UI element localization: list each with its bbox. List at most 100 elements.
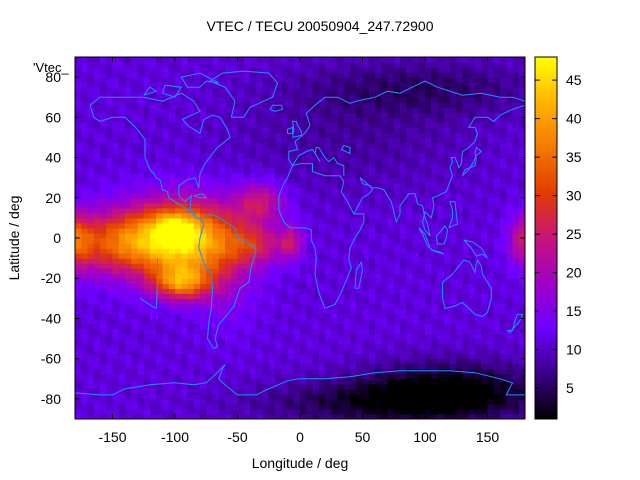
- heatmap-cell: [306, 278, 314, 284]
- heatmap-cell: [118, 222, 126, 229]
- heatmap-cell: [81, 288, 89, 294]
- heatmap-cell: [400, 182, 407, 189]
- heatmap-cell: [368, 248, 376, 254]
- heatmap-cell: [231, 328, 239, 335]
- heatmap-cell: [75, 217, 82, 224]
- heatmap-cell: [81, 147, 89, 154]
- heatmap-cell: [475, 72, 482, 78]
- heatmap-cell: [175, 293, 182, 299]
- heatmap-cell: [81, 157, 89, 164]
- heatmap-cell: [281, 283, 289, 289]
- heatmap-cell: [200, 192, 207, 199]
- heatmap-cell: [225, 323, 232, 330]
- heatmap-cell: [450, 413, 457, 419]
- heatmap-cell: [175, 217, 182, 224]
- heatmap-cell: [450, 142, 457, 149]
- heatmap-cell: [468, 353, 476, 360]
- heatmap-cell: [237, 263, 245, 269]
- heatmap-cell: [181, 313, 189, 320]
- heatmap-cell: [325, 358, 332, 365]
- heatmap-cell: [137, 363, 145, 370]
- heatmap-cell: [262, 373, 270, 380]
- heatmap-cell: [350, 157, 357, 164]
- heatmap-cell: [81, 207, 89, 214]
- heatmap-cell: [256, 227, 264, 234]
- heatmap-cell: [100, 403, 107, 410]
- heatmap-cell: [168, 207, 176, 214]
- heatmap-cell: [387, 107, 395, 113]
- heatmap-cell: [200, 202, 207, 209]
- heatmap-cell: [187, 167, 195, 174]
- heatmap-cell: [181, 227, 189, 234]
- heatmap-cell: [331, 393, 339, 400]
- heatmap-cell: [306, 408, 314, 415]
- heatmap-cell: [431, 263, 439, 269]
- heatmap-cell: [300, 112, 307, 118]
- heatmap-cell: [81, 87, 89, 93]
- heatmap-cell: [87, 117, 95, 123]
- heatmap-cell: [231, 313, 239, 320]
- heatmap-cell: [375, 378, 382, 385]
- heatmap-cell: [256, 278, 264, 284]
- heatmap-cell: [306, 373, 314, 380]
- heatmap-cell: [343, 323, 351, 330]
- heatmap-cell: [256, 408, 264, 415]
- heatmap-cell: [437, 57, 445, 63]
- heatmap-cell: [293, 107, 301, 113]
- heatmap-cell: [75, 293, 82, 299]
- heatmap-cell: [243, 107, 251, 113]
- heatmap-cell: [431, 253, 439, 259]
- heatmap-cell: [437, 313, 445, 320]
- heatmap-cell: [231, 343, 239, 350]
- heatmap-cell: [425, 413, 432, 419]
- heatmap-cell: [225, 413, 232, 419]
- heatmap-cell: [237, 393, 245, 400]
- heatmap-cell: [287, 127, 295, 134]
- heatmap-cell: [431, 77, 439, 83]
- heatmap-cell: [425, 232, 432, 239]
- heatmap-cell: [450, 207, 457, 214]
- heatmap-cell: [268, 157, 276, 164]
- heatmap-cell: [212, 162, 220, 169]
- heatmap-cell: [231, 383, 239, 390]
- heatmap-cell: [287, 343, 295, 350]
- heatmap-cell: [337, 172, 345, 179]
- heatmap-cell: [431, 413, 439, 419]
- heatmap-cell: [281, 268, 289, 274]
- heatmap-cell: [156, 318, 164, 325]
- heatmap-cell: [112, 253, 120, 259]
- heatmap-cell: [356, 278, 364, 284]
- heatmap-cell: [406, 268, 414, 274]
- heatmap-cell: [481, 57, 489, 63]
- heatmap-cell: [106, 318, 114, 325]
- heatmap-cell: [312, 378, 320, 385]
- heatmap-cell: [437, 363, 445, 370]
- heatmap-cell: [500, 112, 507, 118]
- heatmap-cell: [150, 408, 157, 415]
- heatmap-cell: [325, 363, 332, 370]
- heatmap-cell: [468, 72, 476, 78]
- heatmap-cell: [231, 212, 239, 219]
- heatmap-cell: [325, 403, 332, 410]
- heatmap-cell: [281, 328, 289, 335]
- heatmap-cell: [337, 268, 345, 274]
- heatmap-cell: [387, 127, 395, 134]
- heatmap-cell: [356, 378, 364, 385]
- heatmap-cell: [375, 102, 382, 108]
- heatmap-cell: [275, 283, 282, 289]
- heatmap-cell: [393, 268, 401, 274]
- heatmap-cell: [450, 283, 457, 289]
- heatmap-cell: [500, 202, 507, 209]
- heatmap-cell: [268, 197, 276, 204]
- heatmap-cell: [493, 137, 501, 144]
- heatmap-cell: [150, 132, 157, 139]
- heatmap-cell: [181, 97, 189, 103]
- heatmap-cell: [168, 77, 176, 83]
- heatmap-cell: [268, 182, 276, 189]
- heatmap-cell: [181, 373, 189, 380]
- heatmap-cell: [281, 288, 289, 294]
- heatmap-cell: [187, 57, 195, 63]
- heatmap-cell: [381, 278, 389, 284]
- heatmap-cell: [181, 323, 189, 330]
- heatmap-cell: [312, 72, 320, 78]
